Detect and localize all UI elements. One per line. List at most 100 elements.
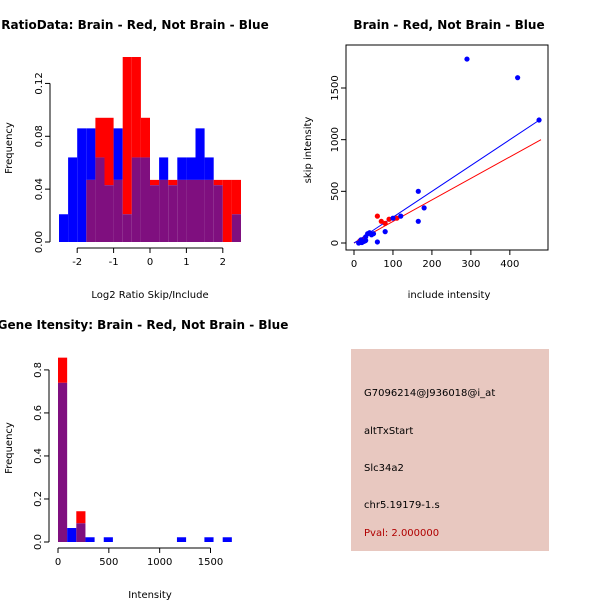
scatter-xlabel: include intensity [408, 290, 491, 301]
gene-intensity-y-tick-label: 0.8 [33, 362, 44, 378]
scatter-fit-lines [353, 118, 542, 244]
scatter-ylabel: skip intensity [303, 117, 314, 184]
scatter-red-point [374, 213, 380, 219]
gene-intensity-x-tick-label: 1500 [198, 557, 223, 568]
ratio-histogram-red-bar [131, 57, 141, 158]
scatter-x-tick-label: 200 [422, 259, 441, 270]
gene-intensity-y-tick-label: 0.6 [33, 405, 44, 421]
gene-intensity-panel: Gene Itensity: Brain - Red, Not Brain - … [0, 318, 288, 600]
ratio-histogram-xlabel: Log2 Ratio Skip/Include [91, 290, 208, 301]
scatter-blue-point [382, 229, 388, 235]
ratio-histogram-overlap-bar [140, 157, 150, 242]
ratio-histogram-overlap-bar [159, 179, 169, 242]
scatter-blue-point [515, 75, 521, 81]
ratio-histogram-overlap-bar [231, 214, 241, 242]
gene-intensity-overlap-bar [58, 382, 68, 542]
scatter-axes: 0 500 1000 1500 0 100 200 300 400 [330, 75, 519, 270]
scatter-blue-point [363, 234, 369, 240]
ratio-histogram-axes: 0.00 0.04 0.08 0.12 -2 -1 0 1 2 [34, 72, 226, 268]
gene-intensity-title: Gene Itensity: Brain - Red, Not Brain - … [0, 318, 288, 332]
event-type-text: altTxStart [364, 426, 413, 437]
gene-intensity-xlabel: Intensity [128, 590, 172, 600]
ratio-histogram-red-bar [168, 179, 178, 186]
gene-intensity-x-tick-label: 1000 [147, 557, 172, 568]
ratio-histogram-blue-bar [77, 128, 87, 242]
ratio-histogram-blue-bar [204, 157, 214, 180]
scatter-blue-point [398, 213, 404, 219]
ratio-histogram-blue-bar [86, 128, 96, 180]
gene-intensity-x-tick-label: 500 [99, 557, 118, 568]
gene-intensity-y-tick-label: 0.4 [33, 448, 44, 464]
scatter-y-tick-label: 1500 [330, 75, 341, 100]
ratio-histogram-overlap-bar [150, 185, 160, 242]
ratio-histogram-y-tick-label: 0.08 [34, 125, 45, 147]
gene-intensity-ylabel: Frequency [4, 422, 15, 474]
gene-intensity-blue-bar [85, 537, 95, 542]
scatter-red-point [394, 215, 400, 221]
gene-intensity-blue-bar [204, 537, 214, 542]
gene-intensity-blue-bar [67, 528, 77, 542]
ratio-histogram-blue-bar [159, 157, 169, 180]
ratio-histogram-x-tick-label: -2 [72, 257, 82, 268]
scatter-red-point [378, 218, 384, 224]
ratio-histogram-overlap-bar [86, 179, 96, 242]
ratio-histogram-overlap-bar [95, 157, 105, 242]
ratio-histogram-blue-bar [59, 214, 69, 242]
gene-intensity-red-bar [76, 511, 86, 524]
scatter-x-tick-label: 0 [351, 259, 357, 270]
gene-intensity-red-bar [58, 357, 68, 383]
ratio-histogram-y-tick-label: 0.00 [34, 231, 45, 253]
ratio-histogram-overlap-bar [204, 179, 214, 242]
ratio-histogram-blue-bar [68, 157, 78, 242]
ratio-histogram-panel: RatioData: Brain - Red, Not Brain - Blue… [1, 18, 268, 301]
scatter-blue-point [390, 215, 396, 221]
scatter-blue-point [415, 188, 421, 194]
ratio-histogram-overlap-bar [113, 179, 123, 242]
gene-intensity-bars [58, 357, 232, 542]
scatter-blue-point [421, 205, 427, 211]
scatter-blue-point [536, 117, 542, 123]
scatter-title: Brain - Red, Not Brain - Blue [353, 18, 544, 32]
scatter-red-fit-line [353, 139, 542, 244]
ratio-histogram-overlap-bar [122, 214, 132, 242]
scatter-x-tick-label: 400 [500, 259, 519, 270]
gene-intensity-blue-bar [222, 537, 232, 542]
gene-name-text: Slc34a2 [364, 463, 404, 474]
ratio-histogram-bars [59, 57, 241, 242]
ratio-histogram-red-bar [104, 117, 114, 186]
scatter-red-point [386, 216, 392, 222]
ratio-histogram-ylabel: Frequency [4, 122, 15, 174]
location-text: chr5.19179-1.s [364, 500, 440, 511]
ratio-histogram-y-tick-label: 0.04 [34, 178, 45, 200]
ratio-histogram-blue-bar [186, 157, 196, 180]
scatter-red-point [382, 220, 388, 226]
scatter-points [356, 56, 542, 246]
gene-intensity-y-tick-label: 0.2 [33, 491, 44, 507]
scatter-y-tick-label: 500 [330, 182, 341, 201]
ratio-histogram-red-bar [140, 117, 150, 158]
intensity-scatter-panel: Brain - Red, Not Brain - Blue include in… [303, 18, 549, 301]
ratio-histogram-overlap-bar [177, 179, 187, 242]
scatter-blue-point [464, 56, 470, 62]
info-panel: G7096214@J936018@i_at altTxStart Slc34a2… [351, 349, 549, 551]
scatter-y-tick-label: 0 [330, 240, 341, 246]
gene-intensity-blue-bar [103, 537, 113, 542]
ratio-histogram-red-bar [222, 179, 232, 242]
ratio-histogram-overlap-bar [213, 185, 223, 242]
pval-text: Pval: 2.000000 [364, 528, 439, 539]
scatter-blue-point [415, 218, 421, 224]
gene-intensity-blue-bar [176, 537, 187, 542]
scatter-blue-point [374, 239, 380, 245]
ratio-histogram-red-bar [213, 179, 223, 186]
gene-intensity-x-tick-label: 0 [55, 557, 61, 568]
scatter-y-tick-label: 1000 [330, 127, 341, 152]
scatter-x-tick-label: 300 [461, 259, 480, 270]
ratio-histogram-y-tick-label: 0.12 [34, 72, 45, 94]
ratio-histogram-x-tick-label: 0 [147, 257, 153, 268]
ratio-histogram-overlap-bar [131, 157, 141, 242]
scatter-blue-point [370, 231, 377, 237]
ratio-histogram-x-tick-label: 2 [220, 257, 226, 268]
ratio-histogram-title: RatioData: Brain - Red, Not Brain - Blue [1, 18, 268, 32]
ratio-histogram-overlap-bar [195, 179, 205, 242]
